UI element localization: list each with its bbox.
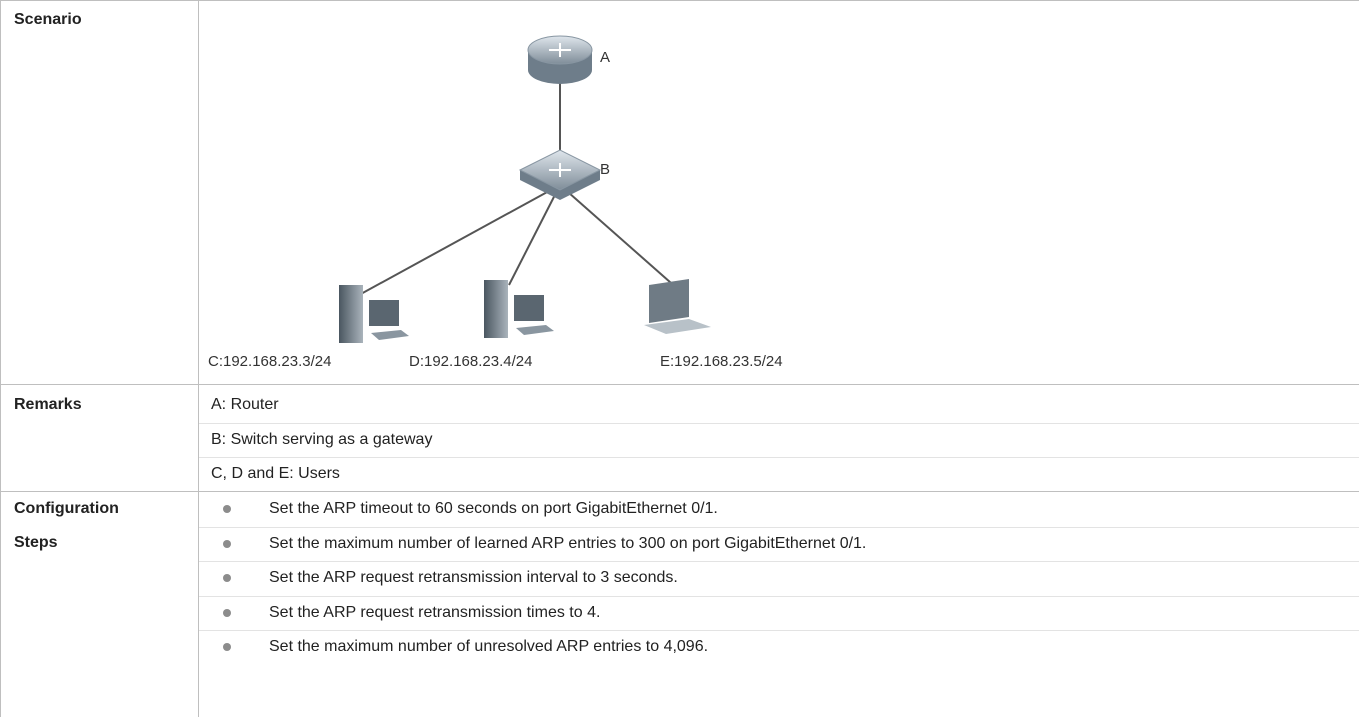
node-label: D:192.168.23.4/24 — [409, 353, 532, 370]
step-item: Set the maximum number of learned ARP en… — [269, 534, 867, 552]
row-label: Configuration — [14, 500, 119, 517]
line-separator — [199, 526, 1359, 528]
node-label: A — [600, 49, 610, 66]
remark-line: B: Switch serving as a gateway — [211, 430, 433, 448]
bullet — [223, 643, 231, 651]
bullet — [223, 608, 231, 617]
row-label: Scenario — [14, 11, 82, 28]
pc-icon — [484, 280, 554, 338]
line-separator — [199, 457, 1359, 458]
step-item: Set the ARP request retransmission times… — [269, 603, 601, 621]
bullet — [223, 574, 231, 582]
node-label: B — [600, 161, 610, 178]
network-diagram: A B C:192.168.23.3/24 D:192.168.23.4/24 … — [208, 35, 783, 370]
pc-icon — [339, 285, 409, 343]
row-border — [0, 491, 1359, 492]
step-item: Set the maximum number of unresolved ARP… — [269, 638, 709, 655]
table-border — [0, 0, 1359, 1]
remark-line: A: Router — [211, 396, 279, 413]
switch-icon — [518, 149, 602, 200]
router-icon — [527, 35, 593, 84]
bullet — [223, 505, 231, 513]
node-label: E:192.168.23.5/24 — [660, 353, 783, 370]
links — [358, 80, 680, 296]
laptop-icon — [644, 279, 711, 334]
node-label: C:192.168.23.3/24 — [208, 353, 331, 370]
line-separator — [199, 561, 1359, 562]
row-border — [0, 384, 1359, 385]
line-separator — [199, 595, 1359, 597]
line-separator — [199, 630, 1359, 631]
row-label: Steps — [14, 534, 58, 551]
step-item: Set the ARP timeout to 60 seconds on por… — [269, 500, 718, 517]
table-border — [0, 0, 1, 717]
remark-line: C, D and E: Users — [211, 465, 340, 482]
line-separator — [199, 422, 1359, 424]
row-label: Remarks — [14, 396, 82, 413]
step-item: Set the ARP request retransmission inter… — [269, 569, 678, 586]
bullet — [223, 539, 231, 548]
column-border — [198, 0, 199, 717]
